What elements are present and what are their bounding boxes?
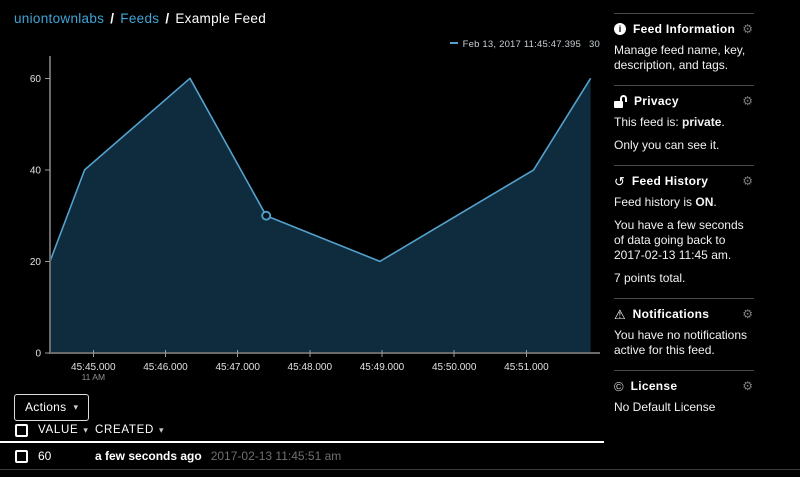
breadcrumb: uniontownlabs / Feeds / Example Feed <box>14 11 266 26</box>
license-icon: © <box>614 378 624 394</box>
x-axis-tick-label: 45:45.000 <box>71 362 116 373</box>
value-cell: 60 <box>38 449 52 463</box>
gear-icon[interactable]: ⚙ <box>742 174 753 188</box>
section-body: Only you can see it. <box>614 138 720 152</box>
history-state-suffix: . <box>713 195 717 209</box>
sidebar: i Feed Information ⚙ Manage feed name, k… <box>614 0 754 427</box>
legend-timestamp-label: Feb 13, 2017 11:45:47.395 <box>462 39 582 50</box>
privacy-state-value: private <box>682 115 722 129</box>
sort-caret-icon: ▾ <box>83 424 89 435</box>
section-body: You have no notifications active for thi… <box>614 328 747 357</box>
chart-area-fill <box>50 78 591 354</box>
x-axis-sub-label: 11 AM <box>82 372 105 382</box>
section-body: Feed history is ON. <box>614 195 754 210</box>
section-body: You have a few seconds of data going bac… <box>614 218 744 262</box>
section-header: ⚠ Notifications ⚙ <box>614 307 754 321</box>
table-row: 60 a few seconds ago 2017-02-13 11:45:51… <box>0 443 608 469</box>
history-icon: ↺ <box>614 173 625 189</box>
privacy-state-prefix: This feed is: <box>614 115 683 129</box>
x-axis-tick-label: 45:50.000 <box>432 362 477 373</box>
section-body: Manage feed name, key, description, and … <box>614 43 746 72</box>
sort-caret-icon: ▾ <box>159 424 165 435</box>
breadcrumb-separator: / <box>110 11 115 26</box>
table-header-rule <box>0 441 604 443</box>
history-state-prefix: Feed history is <box>614 195 696 209</box>
y-axis-tick-label: 40 <box>30 165 42 176</box>
sidebar-section-feed-history: ↺ Feed History ⚙ Feed history is ON. You… <box>614 165 754 298</box>
section-header: ↺ Feed History ⚙ <box>614 174 754 188</box>
table-header: VALUE ▾ CREATED ▾ <box>0 420 608 440</box>
section-title: Privacy <box>634 94 679 108</box>
breadcrumb-separator: / <box>165 11 170 26</box>
section-header: Privacy ⚙ <box>614 94 754 108</box>
chart-legend: Feb 13, 2017 11:45:47.395 30 <box>0 39 600 50</box>
gear-icon[interactable]: ⚙ <box>742 94 753 108</box>
section-header: i Feed Information ⚙ <box>614 22 754 36</box>
section-title: License <box>630 379 678 393</box>
actions-button-label: Actions <box>25 400 67 414</box>
x-axis-tick-label: 45:47.000 <box>215 362 260 373</box>
breadcrumb-feeds-link[interactable]: Feeds <box>120 11 160 26</box>
info-icon: i <box>614 23 626 35</box>
actions-button[interactable]: Actions ▾ <box>14 394 90 421</box>
x-axis-tick-label: 45:51.000 <box>504 362 549 373</box>
section-header: © License ⚙ <box>614 379 754 393</box>
y-axis-tick-label: 0 <box>35 349 41 360</box>
value-column-header[interactable]: VALUE ▾ <box>38 424 95 436</box>
created-column-header[interactable]: CREATED ▾ <box>95 424 164 436</box>
select-all-checkbox[interactable] <box>15 423 28 437</box>
chevron-down-icon: ▾ <box>73 402 79 412</box>
gear-icon[interactable]: ⚙ <box>742 307 753 321</box>
created-relative-cell: a few seconds ago <box>95 449 202 463</box>
y-axis-tick-label: 60 <box>30 74 42 85</box>
section-body: 7 points total. <box>614 271 686 285</box>
created-column-label: CREATED <box>95 424 154 436</box>
row-divider <box>0 469 800 470</box>
value-column-label: VALUE <box>38 424 79 436</box>
section-body: This feed is: private. <box>614 115 754 130</box>
chart-highlight-point[interactable] <box>261 210 272 221</box>
unlock-icon <box>614 94 627 108</box>
breadcrumb-org-link[interactable]: uniontownlabs <box>14 11 105 26</box>
gear-icon[interactable]: ⚙ <box>742 379 753 393</box>
section-title: Feed History <box>631 174 709 188</box>
sidebar-section-license: © License ⚙ No Default License <box>614 370 754 427</box>
section-title: Feed Information <box>633 22 736 36</box>
legend-value: 30 <box>589 39 600 50</box>
sidebar-section-privacy: Privacy ⚙ This feed is: private. Only yo… <box>614 85 754 165</box>
x-axis-tick-label: 45:49.000 <box>360 362 405 373</box>
legend-marker-icon <box>449 42 458 44</box>
section-title: Notifications <box>632 307 710 321</box>
privacy-state-suffix: . <box>721 115 725 129</box>
y-axis-tick-label: 20 <box>30 257 42 268</box>
warning-icon: ⚠ <box>614 306 626 322</box>
gear-icon[interactable]: ⚙ <box>742 22 753 36</box>
sidebar-section-notifications: ⚠ Notifications ⚙ You have no notificati… <box>614 298 754 370</box>
sidebar-section-feed-information: i Feed Information ⚙ Manage feed name, k… <box>614 13 754 85</box>
history-state-value: ON <box>695 195 714 209</box>
x-axis-tick-label: 45:46.000 <box>143 362 188 373</box>
row-checkbox[interactable] <box>15 449 28 463</box>
table-row-partial <box>0 473 608 477</box>
created-absolute-cell: 2017-02-13 11:45:51 am <box>210 449 342 463</box>
section-body: No Default License <box>614 400 716 414</box>
x-axis-tick-label: 45:48.000 <box>288 362 333 373</box>
breadcrumb-current-page: Example Feed <box>175 11 267 26</box>
